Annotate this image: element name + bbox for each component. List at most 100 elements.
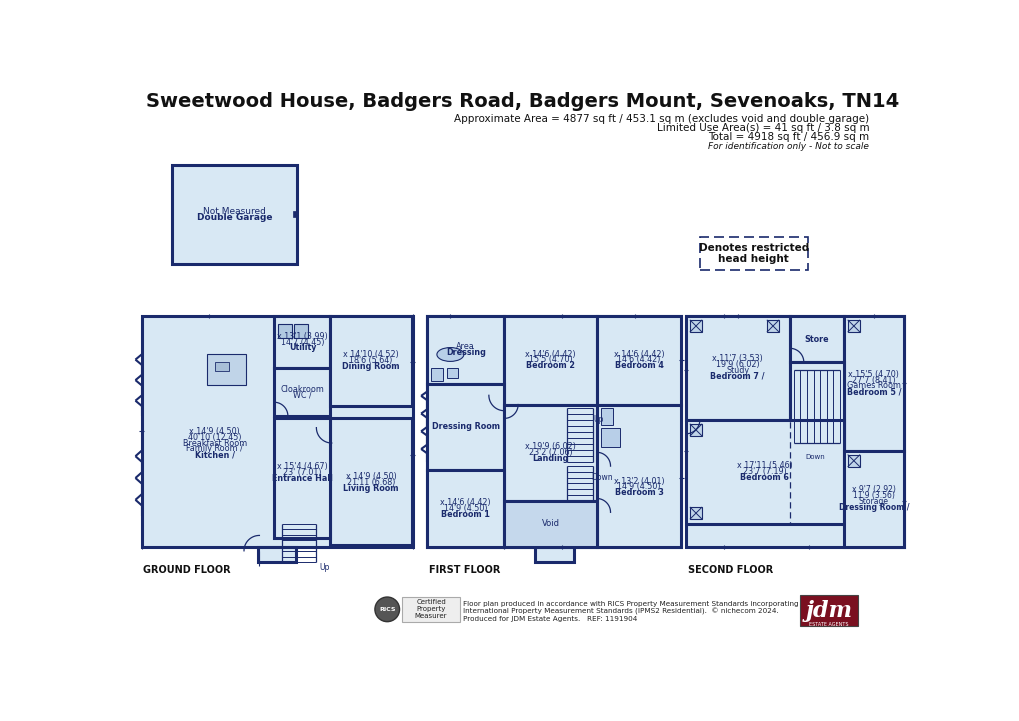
Bar — [596, 404, 681, 547]
Bar — [446, 368, 458, 378]
Bar — [427, 316, 503, 384]
Text: For identification only - Not to scale: For identification only - Not to scale — [707, 142, 868, 151]
Text: x 14'9 (4.50): x 14'9 (4.50) — [190, 427, 239, 436]
Text: x 13'2 (4.01): x 13'2 (4.01) — [613, 477, 663, 486]
Bar — [207, 355, 246, 385]
Text: RICS: RICS — [379, 607, 395, 612]
Text: 14'9 (4.50): 14'9 (4.50) — [443, 504, 487, 513]
Text: Double Garage: Double Garage — [197, 213, 272, 222]
Text: x 13'1 (3.99): x 13'1 (3.99) — [277, 332, 327, 341]
Text: Storage: Storage — [858, 497, 888, 506]
Text: Bedroom 5 /: Bedroom 5 / — [846, 387, 900, 396]
Text: 15'5 (4.70): 15'5 (4.70) — [528, 355, 572, 364]
Text: 14'7 (4.45): 14'7 (4.45) — [280, 337, 324, 347]
Bar — [686, 420, 843, 524]
Text: x 17'11 (5.46): x 17'11 (5.46) — [736, 461, 792, 470]
Text: x 14'6 (4.42): x 14'6 (4.42) — [525, 350, 575, 358]
Text: Living Room: Living Room — [343, 484, 398, 492]
Text: Bedroom 4: Bedroom 4 — [614, 361, 662, 370]
Text: Entrance Hall: Entrance Hall — [272, 474, 332, 482]
Bar — [292, 211, 297, 218]
Bar — [689, 320, 701, 332]
Text: x 14'6 (4.42): x 14'6 (4.42) — [613, 350, 663, 358]
Text: Limited Use Area(s) = 41 sq ft / 3.8 sq m: Limited Use Area(s) = 41 sq ft / 3.8 sq … — [656, 123, 868, 133]
Text: Bedroom 7 /: Bedroom 7 / — [709, 372, 764, 381]
Ellipse shape — [436, 348, 464, 361]
Text: Store: Store — [804, 335, 828, 344]
Text: 14'9 (4.50): 14'9 (4.50) — [616, 482, 660, 492]
Text: Approximate Area = 4877 sq ft / 453.1 sq m (excludes void and double garage): Approximate Area = 4877 sq ft / 453.1 sq… — [453, 114, 868, 124]
Text: WC /: WC / — [292, 391, 312, 399]
Text: x 9'7 (2.92): x 9'7 (2.92) — [851, 485, 895, 495]
Text: x 14'10 (4.52): x 14'10 (4.52) — [342, 350, 398, 359]
Bar — [843, 451, 903, 547]
Text: Not Measured: Not Measured — [203, 207, 266, 216]
Bar — [215, 362, 228, 371]
Bar — [699, 237, 807, 270]
Bar — [600, 408, 612, 425]
Bar — [431, 368, 442, 381]
Bar — [172, 165, 297, 264]
Text: Denotes restricted
head height: Denotes restricted head height — [698, 243, 808, 265]
Text: 21'11 (6.68): 21'11 (6.68) — [346, 478, 394, 487]
Bar — [330, 316, 412, 406]
Text: jdm: jdm — [805, 600, 852, 622]
Text: x 14'6 (4.42): x 14'6 (4.42) — [440, 498, 490, 507]
Text: x 14'9 (4.50): x 14'9 (4.50) — [345, 472, 396, 481]
Text: Down: Down — [805, 454, 824, 460]
Text: Sweetwood House, Badgers Road, Badgers Mount, Sevenoaks, TN14: Sweetwood House, Badgers Road, Badgers M… — [146, 92, 899, 112]
Text: x 19'9 (6.02): x 19'9 (6.02) — [525, 442, 576, 451]
Text: Landing: Landing — [532, 454, 569, 463]
Bar — [686, 316, 789, 420]
Text: Dressing Room: Dressing Room — [431, 423, 499, 431]
Text: 27'7 (8.41): 27'7 (8.41) — [851, 376, 895, 384]
Text: 11'9 (3.56): 11'9 (3.56) — [852, 491, 894, 500]
Text: x 11'7 (3.53): x 11'7 (3.53) — [711, 355, 762, 363]
Text: Bedroom 1: Bedroom 1 — [441, 510, 490, 518]
Text: Floor plan produced in accordance with RICS Property Measurement Standards incor: Floor plan produced in accordance with R… — [463, 601, 798, 622]
Text: Cloakroom: Cloakroom — [280, 385, 324, 394]
Bar — [503, 316, 596, 404]
Bar — [843, 451, 903, 547]
Text: Down: Down — [591, 473, 612, 482]
Text: Breakfast Room: Breakfast Room — [182, 438, 247, 448]
Text: Total = 4918 sq ft / 456.9 sq m: Total = 4918 sq ft / 456.9 sq m — [707, 133, 868, 142]
Bar — [789, 362, 843, 451]
Bar — [689, 507, 701, 519]
Bar — [503, 404, 596, 501]
Text: x 15'4 (4.67): x 15'4 (4.67) — [277, 462, 327, 471]
Bar — [689, 424, 701, 436]
Text: 23'2 (7.06): 23'2 (7.06) — [528, 448, 572, 457]
Text: Dressing Room /: Dressing Room / — [838, 503, 908, 512]
Bar — [293, 324, 308, 337]
Text: FIRST FLOOR: FIRST FLOOR — [428, 565, 499, 575]
Text: Kitchen /: Kitchen / — [195, 450, 234, 459]
Text: 18'6 (5.64): 18'6 (5.64) — [350, 356, 392, 365]
Bar — [142, 316, 413, 547]
Text: Area: Area — [455, 342, 475, 351]
Bar — [766, 320, 779, 332]
Bar — [535, 547, 573, 562]
Text: Bedroom 3: Bedroom 3 — [614, 488, 662, 497]
Text: Utility: Utility — [288, 343, 316, 353]
Bar — [503, 501, 596, 547]
Text: 19'9 (6.02): 19'9 (6.02) — [715, 360, 759, 369]
Text: Up: Up — [593, 415, 603, 425]
Text: Dressing: Dressing — [445, 348, 485, 357]
Text: ESTATE AGENTS: ESTATE AGENTS — [809, 622, 848, 627]
Bar — [789, 316, 843, 362]
Bar — [330, 418, 412, 546]
Text: SECOND FLOOR: SECOND FLOOR — [687, 565, 772, 575]
Bar — [596, 316, 681, 404]
Text: 23' (7.01): 23' (7.01) — [283, 468, 321, 477]
Text: 40'10 (12.45): 40'10 (12.45) — [187, 433, 242, 442]
Bar — [274, 418, 330, 538]
Bar — [427, 470, 503, 547]
Bar — [274, 316, 330, 368]
Bar — [401, 597, 460, 622]
Text: Dining Room: Dining Room — [342, 362, 399, 371]
Bar — [274, 368, 330, 416]
Text: Void: Void — [541, 519, 558, 528]
Bar — [686, 316, 903, 547]
Bar — [427, 316, 681, 547]
